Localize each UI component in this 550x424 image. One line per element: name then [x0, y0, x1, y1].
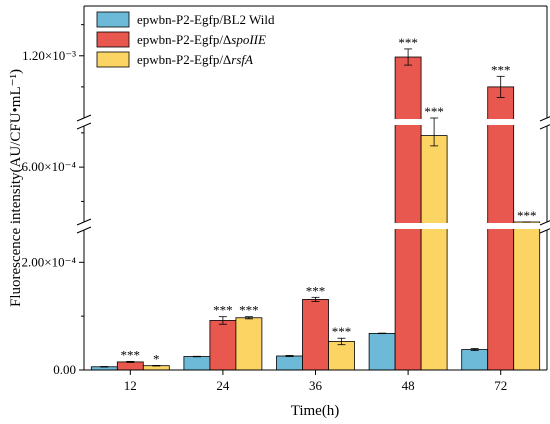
bar	[461, 349, 489, 370]
axis-break-gap	[539, 119, 550, 125]
significance-label: ***	[239, 303, 259, 318]
significance-label: ***	[424, 104, 444, 119]
significance-label: ***	[517, 208, 537, 223]
legend-label: epwbn-P2-Egfp/ΔrsfA	[137, 52, 253, 67]
bar	[328, 341, 355, 370]
x-tick-label: 72	[494, 378, 507, 393]
y-axis-title: Fluorescence intensity(AU/CFU•mL⁻¹)	[8, 69, 24, 307]
legend-swatch	[96, 31, 130, 48]
legend: epwbn-P2-Egfp/BL2 Wild epwbn-P2-Egfp/Δspo…	[96, 11, 275, 68]
legend-label: epwbn-P2-Egfp/BL2 Wild	[137, 12, 275, 27]
significance-label: ***	[491, 62, 511, 77]
significance-label: ***	[213, 303, 233, 318]
x-tick-label: 36	[309, 378, 323, 393]
y-tick-label: 2.00×10⁻⁴	[22, 254, 77, 269]
legend-swatch	[96, 51, 130, 68]
bar	[235, 317, 263, 370]
bar	[368, 332, 396, 370]
y-tick-label: 1.20×10⁻³	[22, 48, 76, 63]
x-axis-title: Time(h)	[291, 403, 340, 419]
bar	[183, 356, 211, 370]
bar	[302, 299, 329, 370]
bars-layer	[90, 56, 541, 370]
axis-ticks: 0.00 2.00×10⁻⁴ 6.00×10⁻⁴ 1.20×10⁻³ 12 24 36 48 7…	[22, 24, 507, 393]
significance-label: ***	[398, 35, 418, 50]
axis-break-gap	[76, 223, 92, 229]
legend-label: epwbn-P2-Egfp/ΔspoIIE	[137, 32, 266, 47]
bar	[513, 221, 541, 370]
axis-break-gap	[85, 223, 546, 229]
bar	[394, 56, 422, 370]
significance-label: ***	[306, 283, 326, 298]
bar	[209, 320, 237, 370]
bar	[276, 355, 303, 370]
axis-break-gap	[539, 223, 550, 229]
bar	[420, 135, 448, 370]
axis-break-gap	[85, 119, 546, 125]
significance-label: *	[153, 351, 160, 366]
x-tick-label: 48	[402, 378, 415, 393]
significance-label: ***	[121, 347, 141, 362]
axis-breaks	[76, 114, 550, 234]
significance-labels: ****************************	[121, 35, 537, 366]
y-tick-label: 6.00×10⁻⁴	[22, 159, 77, 174]
x-tick-label: 24	[216, 378, 230, 393]
significance-label: ***	[332, 324, 352, 339]
x-tick-label: 12	[124, 378, 137, 393]
axis-break-gap	[76, 119, 92, 125]
error-bars	[100, 48, 531, 368]
y-tick-label: 0.00	[53, 362, 76, 377]
legend-swatch	[96, 11, 130, 28]
bar	[116, 361, 144, 370]
